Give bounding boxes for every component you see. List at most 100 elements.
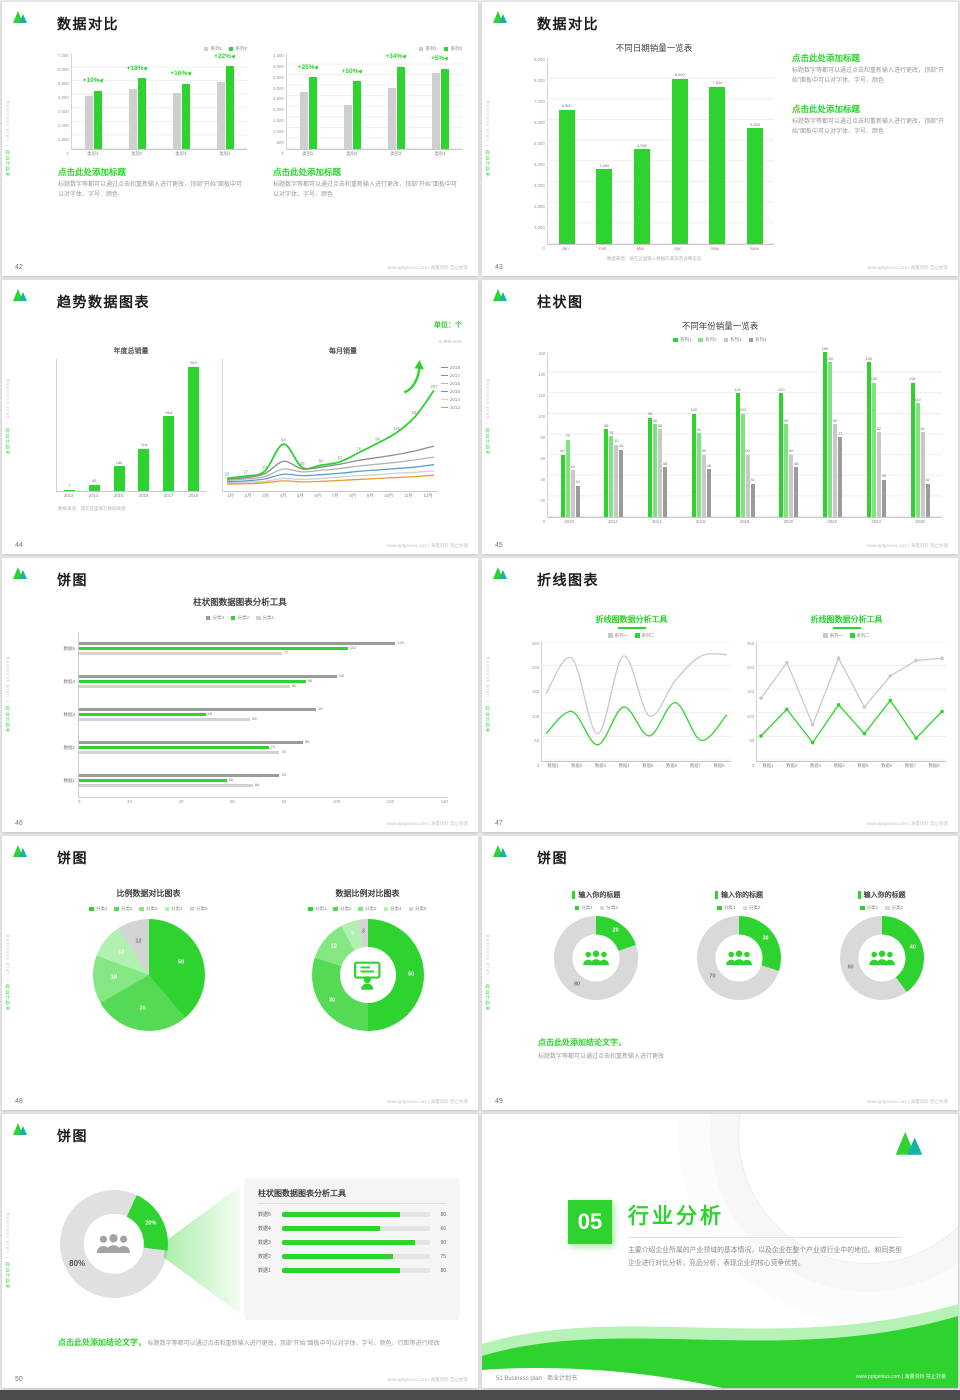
- footer-site: www.pptgenius.com | 海量资料 禁止抄袭: [387, 265, 468, 270]
- donut-hole: [858, 934, 906, 982]
- company-logo-icon: [13, 566, 30, 579]
- slide-title: 趋势数据图表: [57, 294, 150, 310]
- bar: 85: [658, 423, 662, 517]
- bar-chart: 4,500 4,000 3,500 3,000 2,500 2,000 1,500 1,000…: [273, 53, 462, 156]
- section-title: 行业分析: [628, 1205, 724, 1228]
- chart-legend: 分类1 分类2 分类3 分类4 分类5: [89, 906, 208, 912]
- slide-title: 饼图: [537, 850, 568, 866]
- bar: [128, 89, 137, 149]
- legend-item: 系列3: [723, 337, 742, 343]
- legend-item: 系列二: [635, 633, 655, 639]
- slide-content: 不同日期销量一览表 9,000 8,000 7,000 6,000 5,000 4,000…: [534, 42, 944, 262]
- bar: 80: [79, 684, 296, 689]
- x-axis: 1月 2月 3月 4月 5月 6月 7月 8月 9月 10月 11月 12月: [227, 492, 433, 498]
- slice-label: 50: [408, 971, 415, 978]
- divider-line: [628, 1237, 902, 1238]
- slide-49: Business plan|商业计划书 饼图 输入你的标题 分类1 分类2 20 8…: [482, 836, 958, 1110]
- conclusion-body: 标题数字等都可以通过点击和重新输入进行更改，顶部“开始”面板中可以对字体、字号、…: [147, 1341, 440, 1347]
- donut-chart: 30 70: [697, 916, 781, 1000]
- donut-chart: 20 80: [554, 916, 639, 1000]
- conclusion-body: 标题数字等都可以通过点击和重新输入进行更改: [538, 1053, 665, 1060]
- bar: 120: [79, 641, 404, 646]
- legend-item: 分类4: [383, 906, 402, 912]
- slice-label: 70: [709, 973, 716, 980]
- bar: 150: [865, 356, 872, 517]
- bar: 130: [909, 377, 916, 517]
- bar: 100: [690, 408, 697, 517]
- bar: 60: [702, 449, 706, 517]
- bar: 60: [560, 449, 565, 517]
- track-bar-row: 数据1 80: [258, 1267, 446, 1275]
- y-axis: 4,500 4,000 3,500 3,000 2,500 2,000 1,500 1,000…: [273, 53, 284, 156]
- bar: 160: [822, 346, 828, 517]
- people-icon: [97, 1233, 131, 1253]
- legend-item: 2015: [441, 389, 460, 394]
- legend-item: 2017: [441, 373, 460, 378]
- company-logo-icon: [13, 10, 30, 23]
- chart-title: 每月销量: [329, 348, 357, 355]
- chart-title: 不同年份销量一览表: [681, 321, 759, 331]
- slide-content: 折线图数据分析工具 系列一 系列二 253 203 153 103 53 3 数据1 数据2 数据…: [532, 614, 947, 768]
- bar: 81: [697, 427, 701, 517]
- legend-item: 分类4: [164, 906, 183, 912]
- donut-chart: 50 30 12 5 3: [311, 919, 424, 1031]
- bar: 6,500: [558, 104, 575, 244]
- bar: 150: [827, 356, 833, 517]
- bar: 82: [920, 426, 925, 517]
- legend-item: 2018: [441, 365, 460, 370]
- bar: 8,000: [671, 73, 688, 244]
- block-heading: 点击此处添加标题: [792, 103, 861, 114]
- company-logo-icon: [13, 288, 30, 301]
- page-number: 47: [495, 820, 503, 827]
- slide-44: Business plan|商业计划书 趋势数据图表 单位：个 in 900 u…: [2, 280, 478, 554]
- line-chart: 23 27 37 94 45 50 57 76 96 118 152 207 1月 2月 3月 4月 5月 6月 7…: [222, 359, 438, 498]
- bar: 75: [565, 434, 570, 517]
- annotation: +5%: [431, 55, 450, 63]
- bar: [309, 77, 318, 149]
- bar-chart: 160 140 120 100 80 60 40 20 0 60 75 45 30 85 78 70 65 96 9…: [538, 346, 942, 524]
- footer-site: www.pptgenius.com | 海量资料 禁止抄袭: [856, 1374, 946, 1380]
- bar: 4,590: [634, 143, 651, 244]
- chart-title: 输入你的标题: [715, 890, 763, 900]
- bar: 82: [877, 426, 881, 517]
- svg-text:57: 57: [338, 455, 343, 460]
- block-body: 标题数字等都可以通过点击和重新输入进行更改，顶部“开始”面板中可以对字体、字号、…: [792, 118, 944, 135]
- bar: 90: [833, 418, 837, 517]
- slice-label: 80%: [69, 1259, 86, 1269]
- slide-title: 折线图表: [537, 572, 599, 588]
- chart-block: 折线图数据分析工具 系列一 系列二 253 203 153 103 53 3 数据1 数据2 数据…: [532, 614, 732, 768]
- slide-51: 05 行业分析 主要介绍企业所属的产业领域的基本情况，以及企业在整个产业或行业中…: [482, 1114, 958, 1388]
- data-source-note: 数据来源：请在这里输入数据的来源及详细信息: [606, 256, 702, 261]
- bar: 5,590: [747, 122, 764, 244]
- bar: 36: [882, 474, 886, 517]
- bar: 48: [79, 712, 212, 717]
- chart-block: 比例数据对比图表 分类1 分类2 分类3 分类4 分类5 50 36 18 13 12: [56, 888, 241, 1094]
- block-body: 标题数字等都可以通过点击和重新输入进行更改，顶部“开始”面板中可以对字体、字号、…: [58, 182, 242, 198]
- panel-title: 柱状图数据图表分析工具: [258, 1188, 446, 1204]
- chart-title: 折线图数据分析工具: [532, 614, 731, 629]
- svg-text:45: 45: [300, 461, 305, 466]
- slide-46: Business plan|商业计划书 饼图 柱状图数据图表分析工具 分类3 分类…: [2, 558, 478, 832]
- chart-block: 年度总销量 7 45 186 318 564 943 2013 2014 2015 2016 201…: [56, 346, 206, 498]
- slice-label: 36: [139, 1005, 146, 1012]
- bar: 86: [79, 679, 312, 684]
- slide-content: 系列1 系列2 7,000 6,000 5,000 4,000 3,000 2,000 1,0…: [58, 46, 462, 264]
- chart-legend: 系列一 系列二: [532, 633, 731, 639]
- bar: 96: [648, 412, 652, 517]
- bar-chart: 9,000 8,000 7,000 6,000 5,000 4,000 3,000 2,000…: [534, 57, 774, 251]
- text-column: 点击此处添加标题 标题数字等都可以通过点击和重新输入进行更改，顶部“开始”面板中…: [792, 42, 944, 262]
- slide-content: 年度总销量 7 45 186 318 564 943 2013 2014 2015 2016 201…: [56, 346, 464, 498]
- data-panel: 柱状图数据图表分析工具 数据5 80 数据4 66 数据3 90 数据2 75 数据1 80: [244, 1178, 460, 1320]
- horizontal-bar-chart: 数据5 120 102 77 数据4 98 86 80 数据3 90 48 65 数据2 85 72 76 数据…: [52, 632, 448, 804]
- chart-title: 不同日期销量一览表: [615, 43, 693, 53]
- slice-label: 60: [847, 964, 854, 971]
- bar: 90: [784, 418, 789, 517]
- svg-text:94: 94: [281, 438, 286, 443]
- track-bar-row: 数据5 80: [258, 1211, 446, 1219]
- bar: 90: [653, 418, 657, 517]
- company-logo-icon: [493, 566, 510, 579]
- bar: 60: [789, 449, 794, 517]
- slide-title: 饼图: [57, 850, 88, 866]
- bar: 120: [734, 387, 741, 517]
